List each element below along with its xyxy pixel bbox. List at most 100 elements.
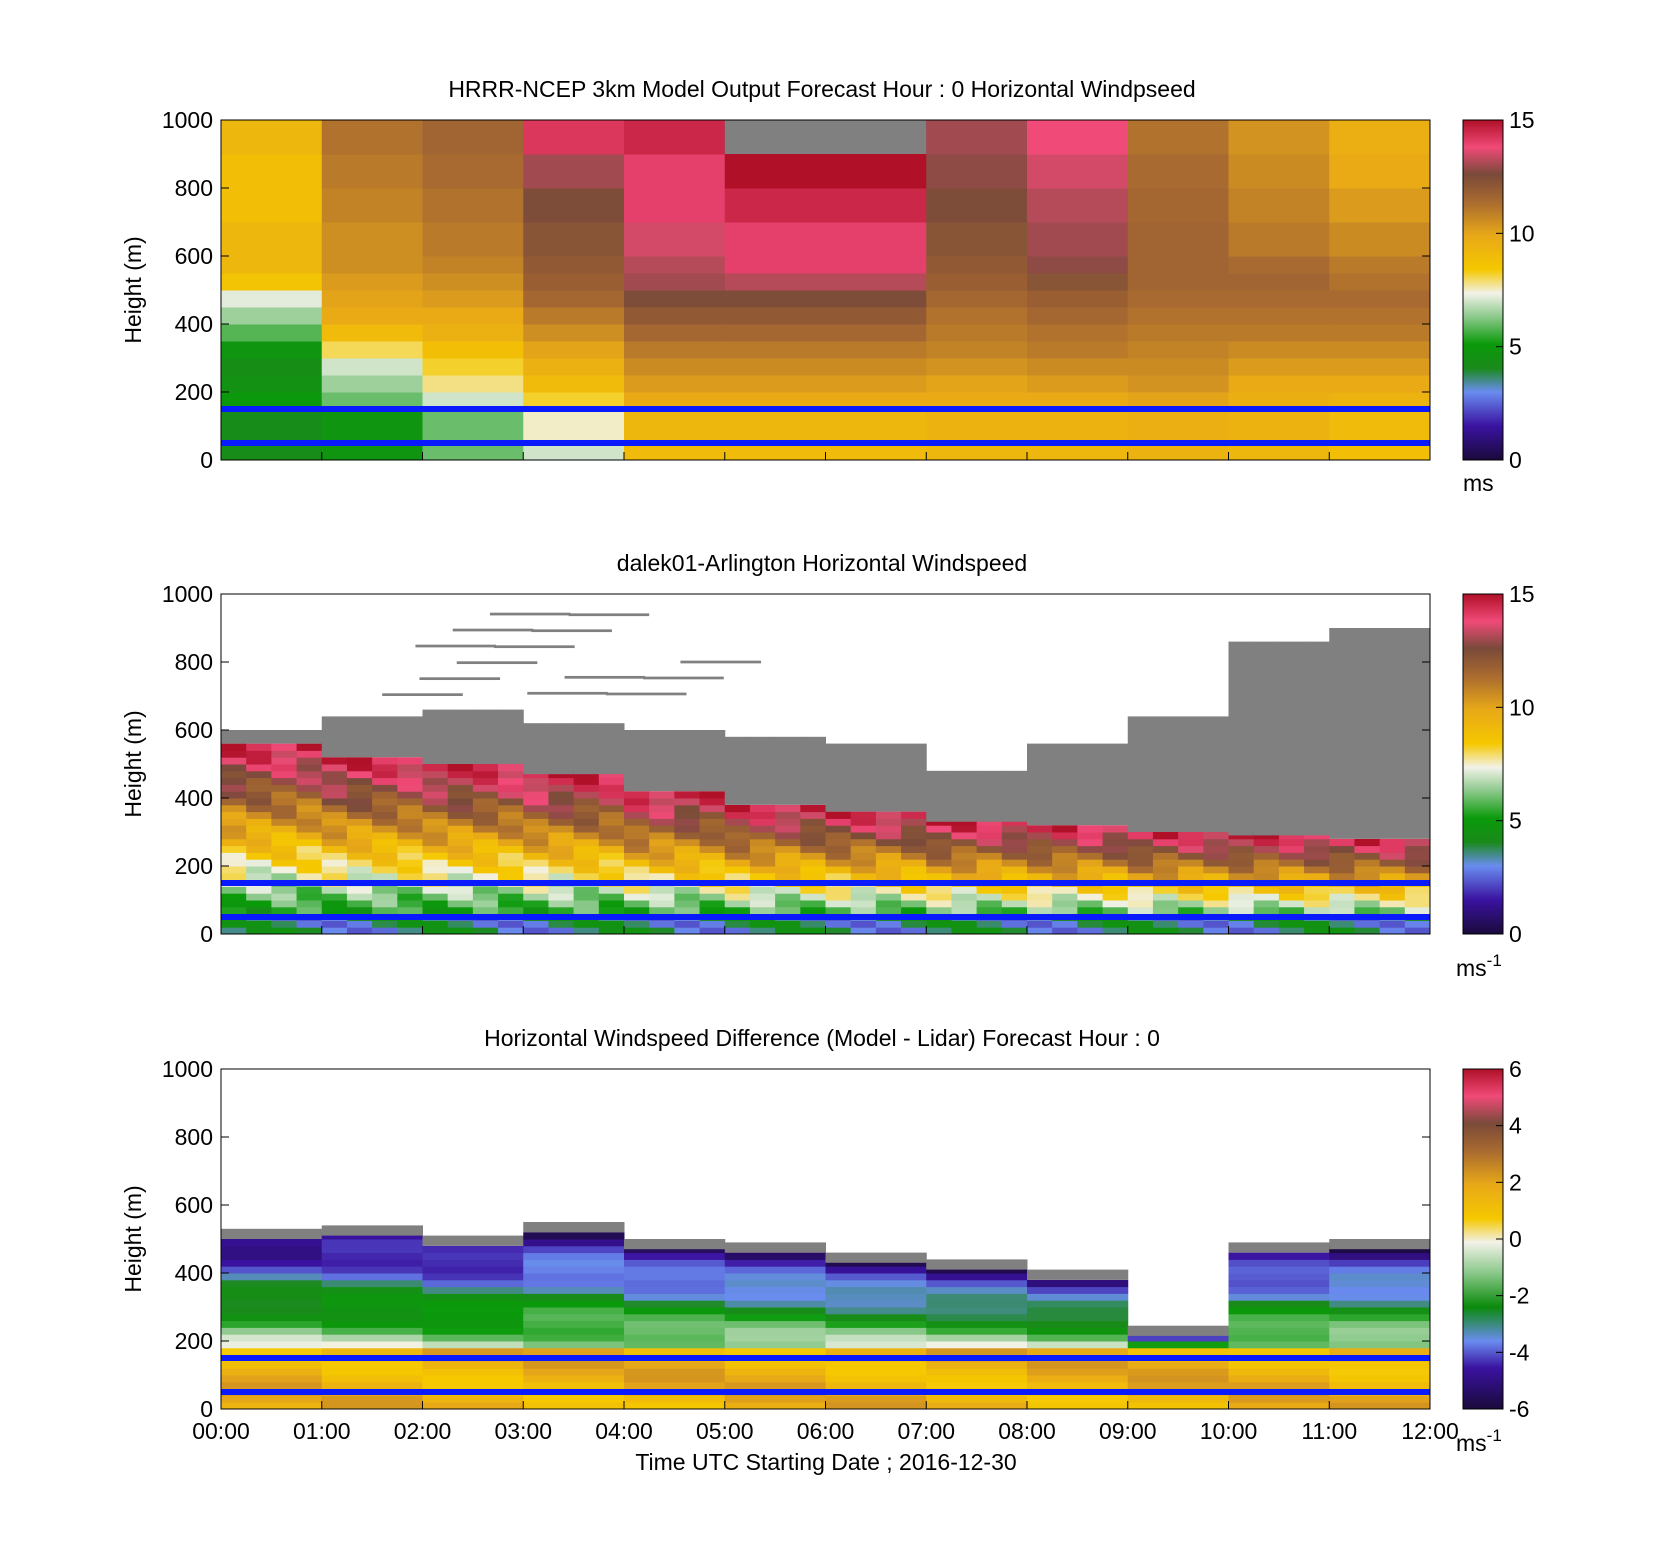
lidar-cell xyxy=(296,798,323,806)
lidar-cell-missing xyxy=(548,723,575,775)
lidar-cell xyxy=(976,845,1003,853)
lidar-cell xyxy=(246,906,272,915)
lidar-cell-missing xyxy=(527,691,608,695)
difference-cell xyxy=(1228,1307,1330,1315)
lidar-cell-missing xyxy=(1152,716,1179,832)
lidar-cell xyxy=(1052,927,1078,935)
heatmap-cell xyxy=(422,307,524,325)
lidar-cell xyxy=(775,872,801,881)
lidar-cell xyxy=(472,832,499,840)
difference-cell xyxy=(1027,1381,1129,1390)
lidar-cell xyxy=(1253,845,1280,853)
lidar-cell xyxy=(321,770,348,779)
lidar-cell xyxy=(624,811,650,819)
difference-cell xyxy=(321,1245,423,1254)
panel-difference-y-ticks: 0 200 400 600 800 1000 xyxy=(162,1056,1430,1422)
lidar-cell xyxy=(321,852,348,860)
lidar-cell xyxy=(296,811,323,819)
lidar-cell xyxy=(649,798,675,806)
difference-cell xyxy=(321,1252,423,1260)
difference-cell xyxy=(624,1368,726,1376)
lidar-cell xyxy=(346,818,373,826)
difference-cell xyxy=(1228,1347,1330,1356)
difference-cell xyxy=(724,1293,826,1301)
lidar-cell xyxy=(221,791,247,799)
lidar-cell xyxy=(296,852,323,860)
x-tick-label: 07:00 xyxy=(897,1418,955,1444)
heatmap-cell xyxy=(1329,222,1431,257)
lidar-cell xyxy=(447,764,474,772)
panel-lidar-y-ticks: 0 200 400 600 800 1000 xyxy=(162,581,1430,947)
lidar-cell xyxy=(926,872,952,881)
lidar-cell xyxy=(800,920,826,928)
heatmap-cell xyxy=(422,358,524,376)
lidar-cell xyxy=(346,866,373,874)
lidar-cell xyxy=(472,811,499,819)
lidar-cell xyxy=(246,859,272,867)
heatmap-cell xyxy=(523,375,625,393)
lidar-cell xyxy=(951,893,978,901)
heatmap-cell xyxy=(1027,273,1129,291)
lidar-cell xyxy=(624,845,650,853)
heatmap-cell xyxy=(321,358,423,376)
lidar-cell xyxy=(498,770,524,779)
lidar-cell xyxy=(649,859,675,867)
lidar-cell xyxy=(1404,872,1431,881)
lidar-cell xyxy=(901,818,927,826)
lidar-cell xyxy=(246,764,272,772)
colorbar-tick-label: -6 xyxy=(1509,1396,1529,1422)
lidar-cell-missing xyxy=(568,613,650,617)
difference-cell xyxy=(825,1327,927,1335)
lidar-cell xyxy=(1203,852,1229,860)
lidar-cell xyxy=(951,825,978,833)
lidar-cell xyxy=(372,818,398,826)
heatmap-cell xyxy=(724,290,826,308)
lidar-cell xyxy=(523,893,549,901)
difference-cell xyxy=(1027,1368,1129,1376)
panel-lidar-title: dalek01-Arlington Horizontal Windspeed xyxy=(617,550,1027,576)
difference-cell xyxy=(321,1279,423,1288)
difference-cell xyxy=(523,1375,625,1383)
lidar-cell xyxy=(1278,845,1305,853)
lidar-cell xyxy=(472,777,499,785)
lidar-cell xyxy=(246,886,272,894)
lidar-cell xyxy=(1102,866,1129,874)
lidar-cell xyxy=(775,818,801,826)
lidar-cell-missing xyxy=(498,709,524,764)
difference-cell xyxy=(523,1300,625,1308)
lidar-cell xyxy=(296,757,323,765)
difference-cell xyxy=(321,1402,423,1410)
difference-cell xyxy=(1027,1341,1129,1349)
lidar-cell xyxy=(699,825,726,833)
lidar-cell xyxy=(1203,906,1229,915)
heatmap-cell xyxy=(624,188,726,223)
lidar-cell xyxy=(1102,872,1129,881)
lidar-cell xyxy=(372,845,398,853)
lidar-cell xyxy=(1379,906,1406,915)
heatmap-cell xyxy=(321,290,423,308)
lidar-cell xyxy=(346,811,373,819)
difference-cell xyxy=(1228,1300,1330,1308)
lidar-cell xyxy=(271,886,298,894)
difference-cell xyxy=(1329,1402,1431,1410)
difference-cell xyxy=(926,1395,1028,1403)
difference-cell xyxy=(221,1341,323,1349)
difference-cell xyxy=(1329,1279,1431,1288)
heatmap-cell xyxy=(1027,341,1129,359)
lidar-cell xyxy=(422,886,449,894)
difference-cell xyxy=(1027,1307,1129,1315)
heatmap-cell xyxy=(825,443,927,461)
difference-cell xyxy=(523,1245,625,1254)
difference-cell xyxy=(825,1341,927,1349)
lidar-cell xyxy=(472,845,499,853)
lidar-cell xyxy=(221,804,247,813)
heatmap-cell xyxy=(1228,222,1330,257)
heatmap-cell xyxy=(825,222,927,257)
heatmap-cell xyxy=(1127,409,1229,444)
lidar-cell xyxy=(1127,845,1154,853)
lidar-cell xyxy=(825,811,852,819)
panel-model-colorbar-ticks: 0 5 10 15 xyxy=(1496,107,1535,473)
x-tick-label: 00:00 xyxy=(192,1418,250,1444)
lidar-cell xyxy=(1052,859,1078,867)
lidar-cell xyxy=(1253,832,1280,840)
